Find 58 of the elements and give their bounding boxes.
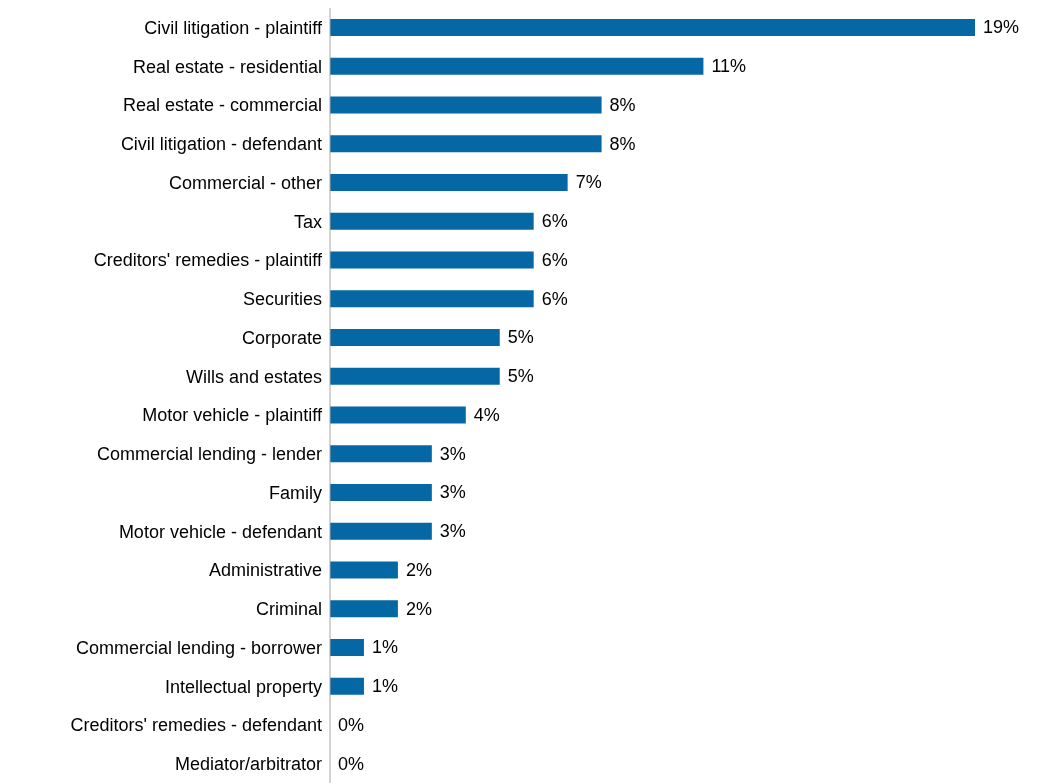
y-tick-label: Civil litigation - plaintiff [144,17,323,38]
bar [330,445,432,463]
data-label: 6% [541,249,568,270]
data-label: 11% [711,56,747,77]
y-tick-label: Criminal [255,599,322,620]
data-label: 6% [541,288,568,309]
y-tick-label: Creditors' remedies - plaintiff [93,250,323,271]
bar [330,600,398,618]
y-tick-label: Commercial lending - borrower [75,637,322,658]
y-tick-label: Intellectual property [164,676,322,697]
y-tick-label: Tax [293,211,322,232]
bar [330,484,432,501]
y-tick-label: Family [269,482,322,503]
y-tick-label: Real estate - commercial [122,95,322,116]
bar [330,367,500,385]
y-tick-label: Mediator/arbitrator [174,754,322,775]
bar [330,522,432,540]
bar [330,251,534,269]
y-tick-label: Commercial - other [168,172,322,193]
bar [330,19,975,36]
data-label: 8% [609,133,636,154]
bar [330,406,466,424]
y-tick-label: Securities [242,289,322,310]
data-label: 6% [541,211,568,232]
data-label: 3% [439,521,466,542]
y-tick-label: Wills and estates [185,366,322,387]
data-label: 3% [439,482,466,503]
bar [330,174,568,191]
bar [330,96,602,114]
bar [330,290,534,308]
bar [330,212,534,230]
data-label: 2% [405,598,432,619]
data-label: 5% [507,327,534,348]
bar [330,639,364,656]
data-label: 4% [473,404,500,425]
data-label: 0% [338,714,365,735]
bar [330,135,602,153]
data-label: 1% [371,637,398,658]
data-label: 0% [338,753,365,774]
data-label: 7% [575,172,602,193]
y-tick-label: Corporate [241,327,322,348]
y-tick-label: Motor vehicle - defendant [118,521,322,542]
bar [330,561,398,579]
bar [330,677,364,695]
y-tick-label: Motor vehicle - plaintiff [142,405,323,426]
y-tick-label: Civil litigation - defendant [120,134,322,155]
data-label: 8% [609,94,636,115]
y-tick-label: Creditors' remedies - defendant [70,715,322,736]
y-tick-label: Administrative [208,560,322,581]
bar [330,57,704,75]
data-label: 5% [507,366,534,387]
bar [330,329,500,346]
y-tick-label: Commercial lending - lender [96,444,322,465]
data-label: 3% [439,443,466,464]
data-label: 1% [371,676,398,697]
data-label: 19% [983,17,1020,38]
data-label: 2% [405,559,432,580]
y-tick-label: Real estate - residential [132,56,322,77]
